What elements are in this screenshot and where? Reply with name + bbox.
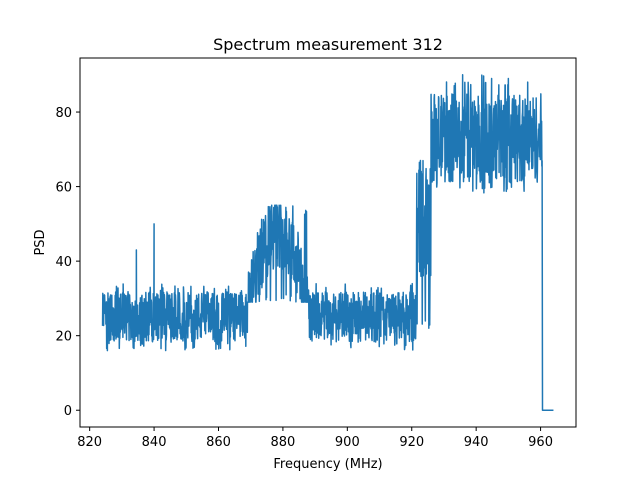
axes-frame [79,57,577,428]
x-tick-label: 840 [142,435,167,450]
x-tick-label: 860 [206,435,231,450]
y-axis-label: PSD [33,229,48,255]
plot-area [101,74,554,411]
x-tick-label: 900 [335,435,360,450]
x-tick-label: 960 [528,435,553,450]
y-tick-label: 0 [64,404,72,419]
y-tick-label: 40 [55,255,72,270]
chart-title: Spectrum measurement 312 [213,35,443,54]
psd-series-line [101,74,554,411]
y-tick-label: 20 [55,330,72,345]
y-axis-ticks: 0 20 40 60 80 [55,106,80,419]
x-tick-label: 880 [270,435,295,450]
x-tick-label: 920 [399,435,424,450]
x-tick-label: 820 [77,435,102,450]
x-tick-label: 940 [464,435,489,450]
y-tick-label: 80 [55,106,72,121]
x-axis-ticks: 820 840 860 880 900 920 940 960 [77,427,553,450]
x-axis-label: Frequency (MHz) [273,457,382,472]
y-tick-label: 60 [55,181,72,196]
